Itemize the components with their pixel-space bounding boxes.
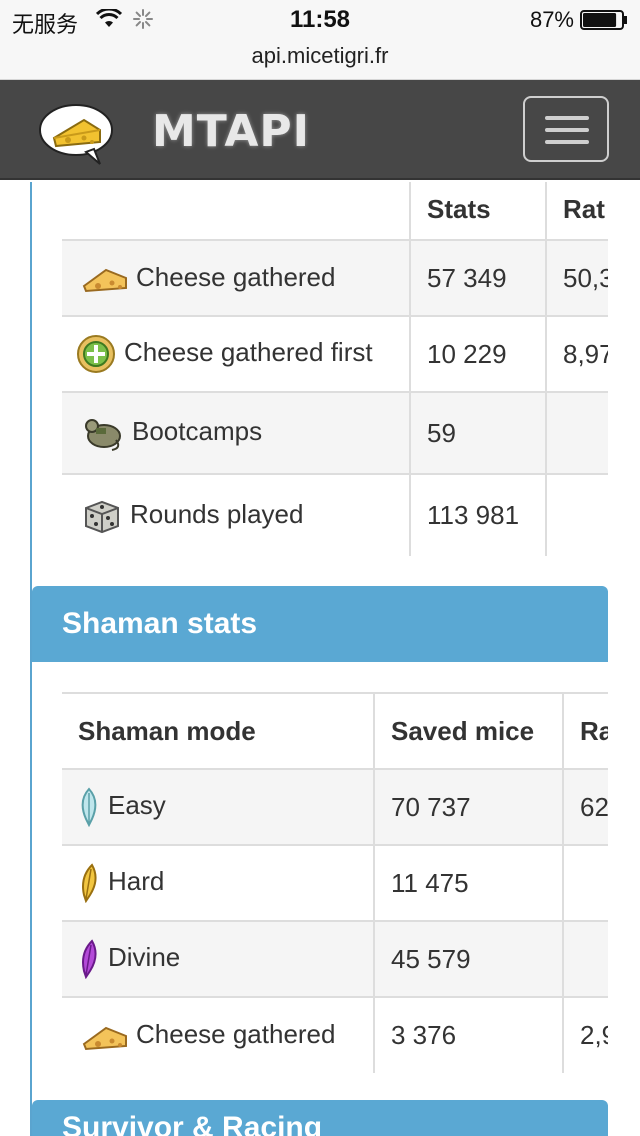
cheese-first-icon <box>77 335 115 373</box>
table-row: Rounds played 113 981 <box>62 473 608 556</box>
column-header-stats: Stats <box>409 182 546 240</box>
saved-value: 11 475 <box>373 844 563 921</box>
panel-title: Shaman stats <box>62 607 258 640</box>
stat-value: 10 229 <box>409 315 546 392</box>
table-row: Cheese gathered 57 349 50,3 <box>62 239 608 316</box>
saved-value: 3 376 <box>373 996 563 1073</box>
loading-spinner-icon <box>133 9 153 29</box>
hard-feather-icon <box>82 863 97 903</box>
row-label: Divine <box>108 941 181 972</box>
site-navbar: MTAPI <box>0 80 640 180</box>
stat-value: 113 981 <box>409 473 546 556</box>
ratio-value: 50,3 <box>545 239 608 316</box>
ratio-value <box>562 844 608 921</box>
ratio-value: 2,9 <box>562 996 608 1073</box>
bootcamp-mouse-icon <box>85 419 121 451</box>
clock: 11:58 <box>289 6 351 33</box>
battery-percent: 87% <box>529 7 574 32</box>
column-header-saved-mice: Saved mice <box>373 692 563 769</box>
address-bar[interactable]: api.micetigri.fr <box>0 40 640 80</box>
saved-value: 70 737 <box>373 768 563 845</box>
panel-left-border <box>30 182 32 1136</box>
row-label: Rounds played <box>130 498 304 529</box>
table-header-row: Shaman mode Saved mice Ra <box>62 692 608 769</box>
hamburger-icon <box>545 116 589 120</box>
column-header-shaman-mode: Shaman mode <box>62 692 374 769</box>
brand-logo-text[interactable]: MTAPI <box>152 106 311 157</box>
row-label: Hard <box>108 865 165 896</box>
table-row: Hard 11 475 <box>62 844 608 921</box>
ratio-value: 62 <box>562 768 608 845</box>
cheese-icon <box>82 268 127 293</box>
ratio-value <box>545 391 608 474</box>
page-content: Stats Rat Cheese gathered 57 349 50,3 Ch… <box>0 182 640 1136</box>
status-bar: 无服务 11:58 87% <box>0 0 640 40</box>
saved-value: 45 579 <box>373 920 563 997</box>
row-label: Easy <box>108 789 166 820</box>
table-row: Cheese gathered 3 376 2,9 <box>62 996 608 1073</box>
ratio-value: 8,97 <box>545 315 608 392</box>
table-row: Divine 45 579 <box>62 920 608 997</box>
table-row: Bootcamps 59 <box>62 391 608 474</box>
table-row: Easy 70 737 62 <box>62 768 608 845</box>
shaman-stats-heading: Shaman stats <box>32 586 608 662</box>
table-header-row: Stats Rat <box>62 182 608 240</box>
divine-feather-icon <box>82 939 97 979</box>
cheese-speech-bubble-icon[interactable] <box>38 102 118 166</box>
cheese-icon <box>82 1026 127 1050</box>
stat-value: 57 349 <box>409 239 546 316</box>
row-label: Cheese gathered <box>136 261 336 292</box>
ratio-value <box>545 473 608 556</box>
wifi-icon <box>96 9 122 27</box>
row-label: Cheese gathered <box>136 1019 336 1050</box>
url-text[interactable]: api.micetigri.fr <box>251 43 389 68</box>
carrier-label: 无服务 <box>12 13 79 38</box>
survivor-racing-heading: Survivor & Racing <box>32 1100 608 1136</box>
column-header-ratio: Rat <box>545 182 608 240</box>
battery-icon <box>580 10 627 30</box>
row-label: Bootcamps <box>132 415 263 446</box>
stat-value: 59 <box>409 391 546 474</box>
row-label: Cheese gathered first <box>124 336 373 367</box>
ratio-value <box>562 920 608 997</box>
panel-title: Survivor & Racing <box>62 1111 323 1136</box>
easy-feather-icon <box>81 787 97 827</box>
shaman-stats-table: Shaman mode Saved mice Ra Easy 70 737 62… <box>62 692 608 1073</box>
mouse-stats-table: Stats Rat Cheese gathered 57 349 50,3 Ch… <box>62 182 608 556</box>
dice-icon <box>85 500 119 533</box>
table-row: Cheese gathered first 10 229 8,97 <box>62 315 608 392</box>
column-header <box>62 182 410 240</box>
column-header-ratio: Ra <box>562 692 608 769</box>
menu-toggle-button[interactable] <box>523 96 609 162</box>
